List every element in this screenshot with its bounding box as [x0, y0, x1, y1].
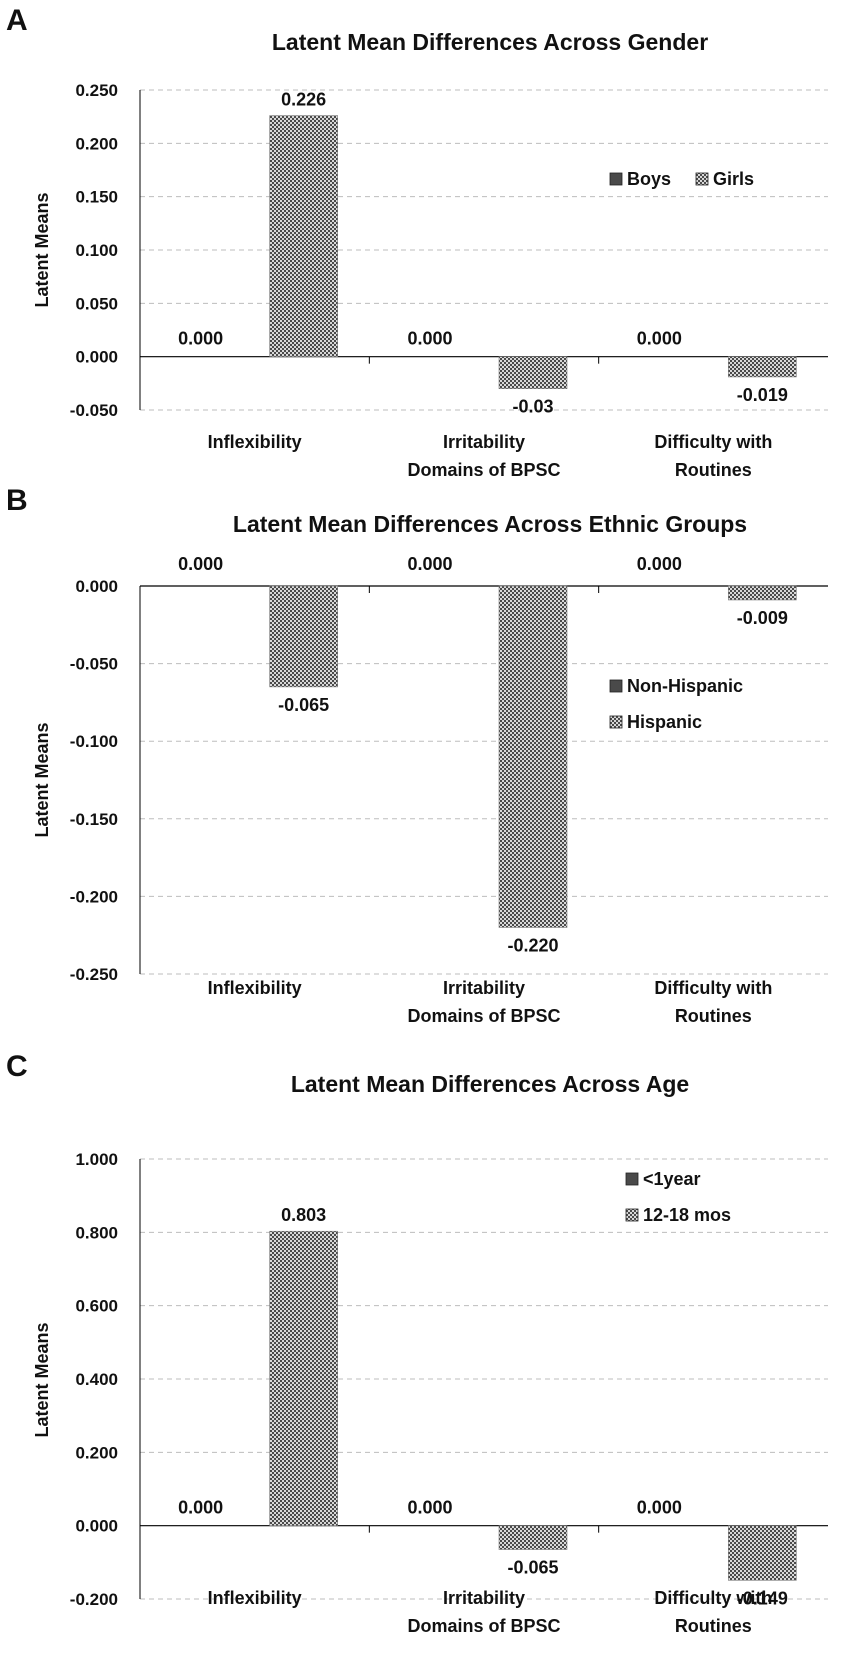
panel-letter-c: C — [6, 1050, 28, 1083]
x-axis-label: Domains of BPSC — [407, 1006, 560, 1026]
category-label: Difficulty with — [654, 978, 772, 998]
legend-swatch-1 — [609, 715, 623, 729]
data-label: 0.000 — [407, 1498, 452, 1518]
category-label: Difficulty with — [654, 432, 772, 452]
bar-hispanic-2 — [728, 585, 797, 601]
legend-label-0: Boys — [627, 169, 671, 189]
bar-12-18-mos-2 — [728, 1525, 797, 1581]
data-label: -0.009 — [737, 608, 788, 628]
legend-label-0: Non-Hispanic — [627, 676, 743, 696]
y-axis-label: Latent Means — [32, 1322, 52, 1437]
legend-swatch-1 — [695, 172, 709, 186]
legend-label-1: Hispanic — [627, 712, 702, 732]
chart-title: Latent Mean Differences Across Ethnic Gr… — [233, 511, 747, 537]
category-label: Irritability — [443, 978, 525, 998]
y-tick-label: -0.050 — [70, 401, 118, 420]
category-label: Routines — [675, 1616, 752, 1636]
y-tick-label: -0.050 — [70, 655, 118, 674]
bar-hispanic-1 — [498, 585, 568, 928]
y-tick-label: 0.050 — [75, 294, 118, 313]
chart-gender: Latent Mean Differences Across Gender -0.… — [32, 29, 828, 480]
y-tick-label: 0.200 — [75, 1443, 118, 1462]
data-label: 0.000 — [637, 554, 682, 574]
y-tick-label: 0.600 — [75, 1297, 118, 1316]
data-label: -0.03 — [512, 397, 553, 417]
bar-girls-0 — [269, 115, 338, 357]
y-tick-label: 0.000 — [75, 1517, 118, 1536]
y-tick-label: 1.000 — [75, 1150, 118, 1169]
data-label: -0.065 — [507, 1558, 558, 1578]
data-label: 0.000 — [637, 1498, 682, 1518]
y-tick-label: -0.250 — [70, 965, 118, 984]
bar-hispanic-0 — [269, 585, 338, 688]
y-tick-label: 0.400 — [75, 1370, 118, 1389]
legend-swatch-0 — [609, 172, 623, 186]
data-label: 0.000 — [178, 554, 223, 574]
y-axis-label: Latent Means — [32, 192, 52, 307]
legend-swatch-0 — [625, 1172, 639, 1186]
y-tick-label: 0.150 — [75, 188, 118, 207]
legend-swatch-1 — [625, 1208, 639, 1222]
data-label: 0.000 — [178, 329, 223, 349]
category-label: Irritability — [443, 1588, 525, 1608]
category-label: Difficulty with — [654, 1588, 772, 1608]
legend-label-0: <1year — [643, 1169, 701, 1189]
y-tick-label: 0.200 — [75, 134, 118, 153]
y-tick-label: 0.000 — [75, 577, 118, 596]
data-label: -0.149 — [737, 1588, 788, 1608]
data-label: 0.226 — [281, 90, 326, 110]
category-label: Inflexibility — [208, 1588, 302, 1608]
data-label: -0.019 — [737, 385, 788, 405]
panel-letter-a: A — [6, 4, 28, 37]
data-label: -0.220 — [507, 935, 558, 955]
bar-12-18-mos-1 — [498, 1525, 568, 1550]
data-label: 0.803 — [281, 1205, 326, 1225]
y-tick-label: -0.200 — [70, 887, 118, 906]
category-label: Irritability — [443, 432, 525, 452]
data-label: 0.000 — [407, 554, 452, 574]
y-axis-label: Latent Means — [32, 722, 52, 837]
category-label: Inflexibility — [208, 978, 302, 998]
y-tick-label: -0.150 — [70, 810, 118, 829]
data-label: 0.000 — [178, 1498, 223, 1518]
y-tick-label: -0.100 — [70, 732, 118, 751]
category-label: Inflexibility — [208, 432, 302, 452]
chart-title: Latent Mean Differences Across Age — [291, 1071, 689, 1097]
y-tick-label: 0.800 — [75, 1223, 118, 1242]
legend-label-1: 12-18 mos — [643, 1205, 731, 1225]
legend-swatch-0 — [609, 679, 623, 693]
x-axis-label: Domains of BPSC — [407, 460, 560, 480]
y-tick-label: 0.100 — [75, 241, 118, 260]
data-label: 0.000 — [407, 329, 452, 349]
data-label: -0.065 — [278, 695, 329, 715]
panel-letter-b: B — [6, 484, 28, 517]
chart-ethnic-groups: Latent Mean Differences Across Ethnic Gr… — [32, 511, 828, 1026]
bar-girls-2 — [728, 356, 797, 378]
bar-girls-1 — [498, 356, 568, 389]
legend-label-1: Girls — [713, 169, 754, 189]
y-tick-label: 0.000 — [75, 348, 118, 367]
category-label: Routines — [675, 1006, 752, 1026]
category-label: Routines — [675, 460, 752, 480]
bar-12-18-mos-0 — [269, 1230, 338, 1526]
x-axis-label: Domains of BPSC — [407, 1616, 560, 1636]
y-tick-label: 0.250 — [75, 81, 118, 100]
data-label: 0.000 — [637, 329, 682, 349]
y-tick-label: -0.200 — [70, 1590, 118, 1609]
chart-title: Latent Mean Differences Across Gender — [272, 29, 708, 55]
chart-age: Latent Mean Differences Across Age -0.200… — [32, 1071, 828, 1636]
